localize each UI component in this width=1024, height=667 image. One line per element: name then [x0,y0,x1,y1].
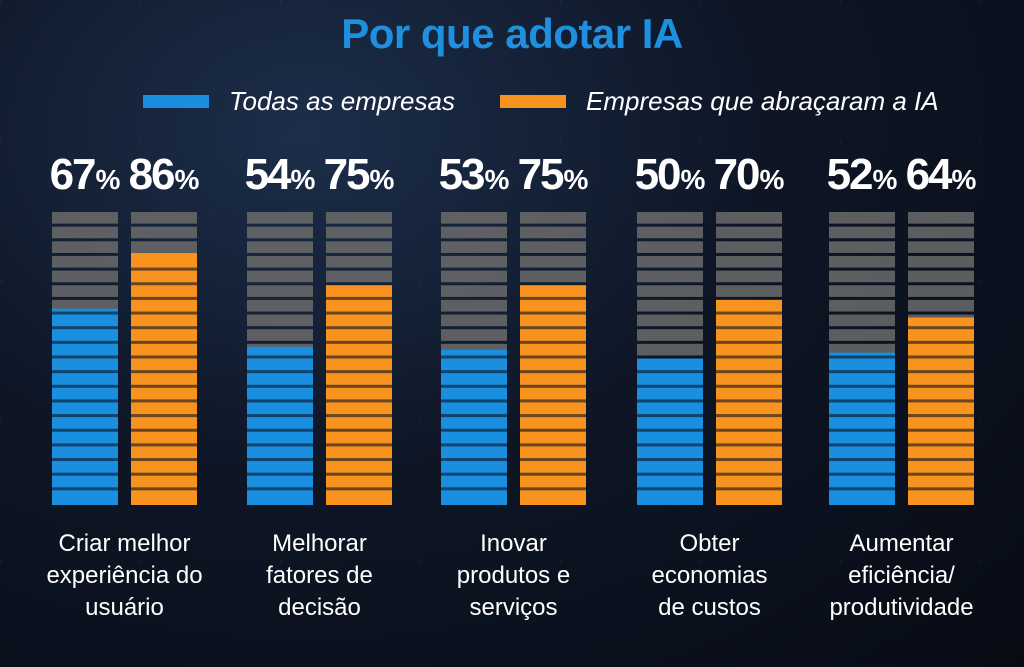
legend-item-all: Todas as empresas [143,86,455,116]
bar-fill-ai-5 [908,317,974,505]
bar-all-5 [829,212,895,505]
bar-fill-ai-1 [131,253,197,505]
value-label-all-5: 52% [826,150,898,199]
value-label-ai-2: 75% [323,150,395,199]
bar-ai-3 [520,212,586,505]
bar-all-4 [637,212,703,505]
legend-swatch-all [143,94,209,108]
category-label-5: Aumentar eficiência/produtividade [829,530,974,621]
category-label-2: Melhorar fatores de decisão [266,530,373,621]
value-label-ai-5: 64% [905,150,977,199]
value-label-all-3: 53% [438,150,510,199]
legend-swatch-ai [500,94,566,108]
value-label-all-2: 54% [244,150,316,199]
bar-fill-ai-3 [520,285,586,505]
bar-all-3 [441,212,507,505]
bar-fill-all-3 [441,349,507,505]
bar-ai-4 [716,212,782,505]
category-label-3: Inovar produtos e serviços [456,530,571,621]
bar-ai-5 [908,212,974,505]
category-label-1: Criar melhor experiência do usuário [46,530,203,621]
legend-item-ai: Empresas que abraçaram a IA [500,86,939,116]
value-label-ai-3: 75% [517,150,589,199]
legend-label-ai: Empresas que abraçaram a IA [586,85,939,116]
value-label-ai-1: 86% [128,150,200,199]
category-label-4: Obter economias de custos [651,530,768,621]
value-label-ai-4: 70% [713,150,785,199]
chart-title: Por que adotar IA [341,10,683,57]
bar-ai-1 [131,212,197,505]
value-label-all-4: 50% [634,150,706,199]
bar-ai-2 [326,212,392,505]
bar-all-1 [52,212,118,505]
legend-label-all: Todas as empresas [229,85,455,116]
bar-fill-ai-2 [326,285,392,505]
bar-all-2 [247,212,313,505]
value-label-all-1: 67% [49,150,121,199]
